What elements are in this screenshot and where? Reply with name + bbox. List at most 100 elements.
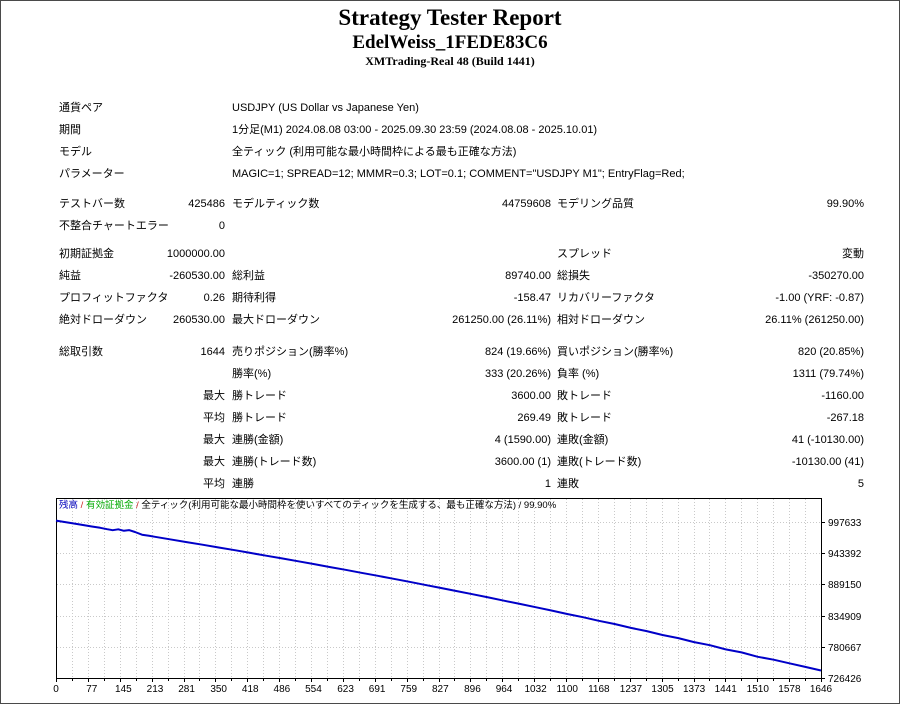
report-cell: 26.11% (261250.00) [765, 314, 864, 326]
x-axis-label: 1578 [778, 684, 801, 695]
report-cell [390, 215, 551, 237]
x-axis-label: 213 [147, 684, 164, 695]
report-cell [225, 287, 232, 309]
report-cell: 89740.00 [505, 270, 551, 282]
report-section: 総取引数 1644 売りポジション(勝率%) 824 (19.66%) 買いポジション(… [1, 341, 899, 495]
report-section: 初期証拠金 1000000.00 スプレッド 変動純益 -260530.00 総利益 897… [1, 243, 899, 331]
y-axis-label: 726426 [828, 674, 862, 685]
report-cell: -267.18 [826, 412, 864, 424]
x-axis-label: 759 [400, 684, 417, 695]
report-cell: -1.00 (YRF: -0.87) [775, 292, 864, 304]
x-axis-label: 1441 [715, 684, 738, 695]
y-axis-label: 834909 [828, 612, 862, 623]
report-cell: 4 (1590.00) [494, 434, 551, 446]
report-cell: 1分足(M1) 2024.08.08 03:00 - 2025.09.30 23… [232, 124, 598, 136]
report-row: 勝率(%) 333 (20.26%) 負率 (%) 1311 (79.74%) [1, 363, 899, 385]
report-cell [225, 215, 232, 237]
report-cell: 敗トレード [557, 390, 612, 402]
report-cell [225, 429, 232, 451]
report-cell: 買いポジション(勝率%) [557, 346, 674, 358]
report-cell: モデリング品質 [557, 198, 634, 210]
y-axis-label: 997633 [828, 518, 862, 529]
report-cell [59, 363, 159, 385]
chart-legend: 残高 / 有効証拠金 / 全ティック(利用可能な最小時間枠を使いすべてのティック… [59, 499, 557, 511]
report-cell: 総利益 [232, 270, 265, 282]
report-cell [225, 265, 232, 287]
report-cell [225, 363, 232, 385]
report-row: 不整合チャートエラー 0 [1, 215, 899, 237]
x-axis-label: 1646 [810, 684, 833, 695]
x-axis-label: 1237 [620, 684, 643, 695]
report-cell: -260530.00 [169, 270, 225, 282]
report-cell: 相対ドローダウン [557, 314, 645, 326]
report-cell [59, 407, 159, 429]
report-row: 絶対ドローダウン 260530.00 最大ドローダウン 261250.00 (26.1… [1, 309, 899, 331]
report-cell: 最大 [203, 456, 225, 468]
x-axis-label: 1168 [588, 684, 610, 695]
report-cell: 3600.00 (1) [494, 456, 551, 468]
report-cell [225, 341, 232, 363]
report-cell [159, 363, 225, 385]
report-row: 最大 連勝(金額) 4 (1590.00) 連敗(金額) 41 (-10130.00) [1, 429, 899, 451]
report-cell [225, 407, 232, 429]
report-cell: モデルティック数 [232, 198, 320, 210]
report-cell: 平均 [203, 412, 225, 424]
report-header: Strategy Tester Report EdelWeiss_1FEDE83… [1, 5, 899, 69]
report-cell: 269.49 [517, 412, 551, 424]
report-cell: 絶対ドローダウン [59, 314, 147, 326]
report-cell: 売りポジション(勝率%) [232, 346, 349, 358]
x-axis-label: 827 [432, 684, 449, 695]
report-cell: 純益 [59, 270, 81, 282]
report-cell: 最大 [203, 390, 225, 402]
report-row: 初期証拠金 1000000.00 スプレッド 変動 [1, 243, 899, 265]
report-cell: USDJPY (US Dollar vs Japanese Yen) [232, 102, 419, 114]
report-cell: 平均 [203, 478, 225, 490]
report-cell: 期待利得 [232, 292, 276, 304]
report-row: 最大 勝トレード 3600.00 敗トレード -1160.00 [1, 385, 899, 407]
x-axis-label: 486 [274, 684, 291, 695]
report-cell: 41 (-10130.00) [791, 434, 864, 446]
report-cell: 261250.00 (26.11%) [452, 314, 551, 326]
x-axis-label: 0 [53, 684, 59, 695]
x-axis-label: 1032 [525, 684, 548, 695]
x-axis-label: 418 [242, 684, 259, 695]
server-build: XMTrading-Real 48 (Build 1441) [365, 54, 535, 68]
report-cell [225, 193, 232, 215]
report-cell: 3600.00 [511, 390, 551, 402]
report-cell: 連敗(金額) [557, 434, 609, 446]
report-cell [59, 429, 159, 451]
x-axis-label: 1510 [747, 684, 770, 695]
report-cell [225, 451, 232, 473]
report-cell: 1 [544, 478, 551, 490]
report-row: 期間 1分足(M1) 2024.08.08 03:00 - 2025.09.30 … [1, 119, 899, 141]
report-cell: 425486 [188, 198, 225, 210]
report-section: テストバー数 425486 モデルティック数 44759608 モデリング品質 99.90… [1, 193, 899, 237]
x-axis-label: 964 [496, 684, 513, 695]
report-cell: 連勝(金額) [232, 434, 284, 446]
report-cell: 通貨ペア [59, 102, 103, 114]
report-cell: 勝トレード [232, 412, 287, 424]
report-cell: プロフィットファクタ [59, 292, 169, 304]
y-axis-label: 780667 [828, 643, 862, 654]
report-row: プロフィットファクタ 0.26 期待利得 -158.47 リカバリーファクタ -1.00 … [1, 287, 899, 309]
x-axis-label: 1373 [683, 684, 706, 695]
report-row: 最大 連勝(トレード数) 3600.00 (1) 連敗(トレード数) -10130.00… [1, 451, 899, 473]
report-cell: スプレッド [557, 248, 612, 260]
report-row: 平均 連勝 1 連敗 5 [1, 473, 899, 495]
x-axis-label: 281 [178, 684, 195, 695]
report-cell: リカバリーファクタ [557, 292, 655, 304]
page-title: Strategy Tester Report [338, 5, 562, 30]
report-cell: 連勝(トレード数) [232, 456, 317, 468]
x-axis-label: 1100 [556, 684, 578, 695]
report-cell: -350270.00 [808, 270, 864, 282]
report-cell: 不整合チャートエラー [59, 220, 169, 232]
report-cell: パラメーター [59, 168, 125, 180]
report-cell: 連敗(トレード数) [557, 456, 642, 468]
report-cell: 最大ドローダウン [232, 314, 320, 326]
report-cell: テストバー数 [59, 198, 125, 210]
report-table: 通貨ペア USDJPY (US Dollar vs Japanese Yen) 期間… [1, 97, 899, 495]
x-axis-label: 145 [115, 684, 132, 695]
report-cell: 負率 (%) [557, 368, 600, 380]
report-cell: 総損失 [557, 270, 590, 282]
